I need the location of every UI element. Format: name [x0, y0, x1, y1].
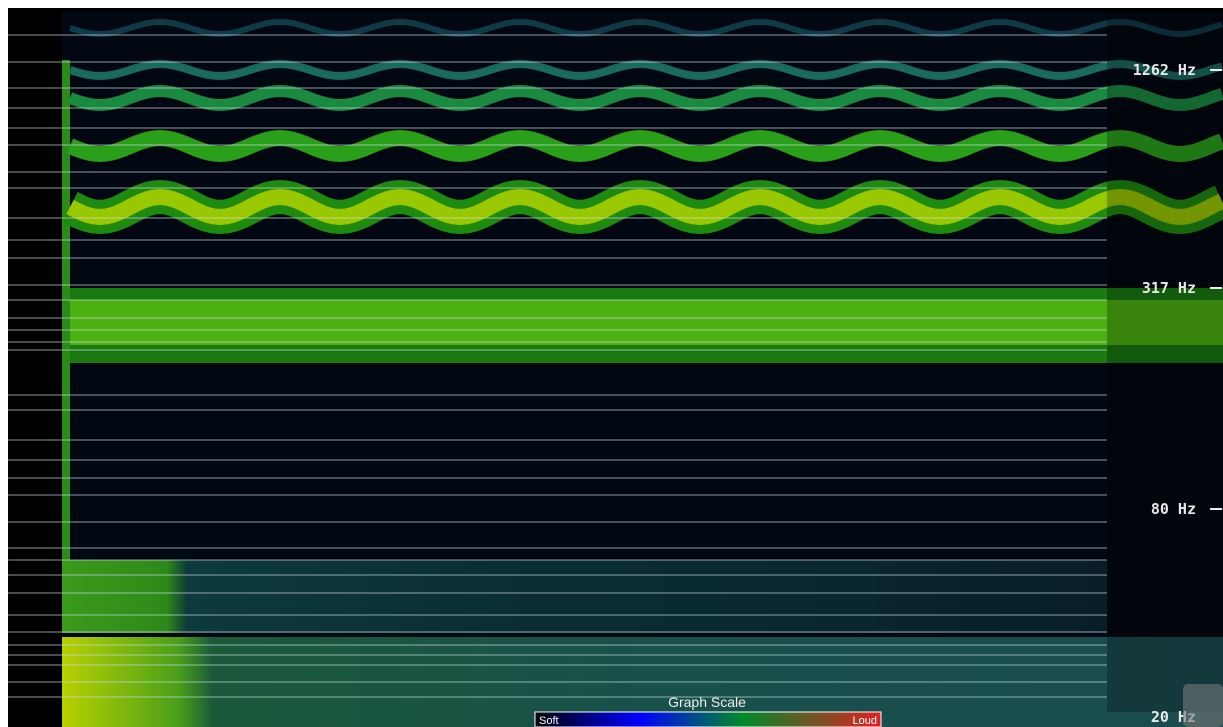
scale-high: Loud — [853, 715, 877, 727]
band — [62, 560, 1107, 633]
fullscreen-button[interactable] — [1183, 684, 1223, 727]
onset — [62, 60, 70, 560]
scale-low: Soft — [539, 715, 559, 727]
label-shade — [1107, 12, 1223, 712]
spectrogram-view: 1262 Hz 317 Hz 80 Hz 20 Hz Graph Scale S… — [0, 0, 1223, 727]
scale-title: Graph Scale — [668, 694, 746, 710]
band — [62, 300, 1223, 345]
freq-label: 1262 Hz — [1133, 61, 1196, 79]
freq-label: 317 Hz — [1142, 279, 1196, 297]
scale-bar — [535, 712, 881, 727]
freq-label: 80 Hz — [1151, 500, 1196, 518]
